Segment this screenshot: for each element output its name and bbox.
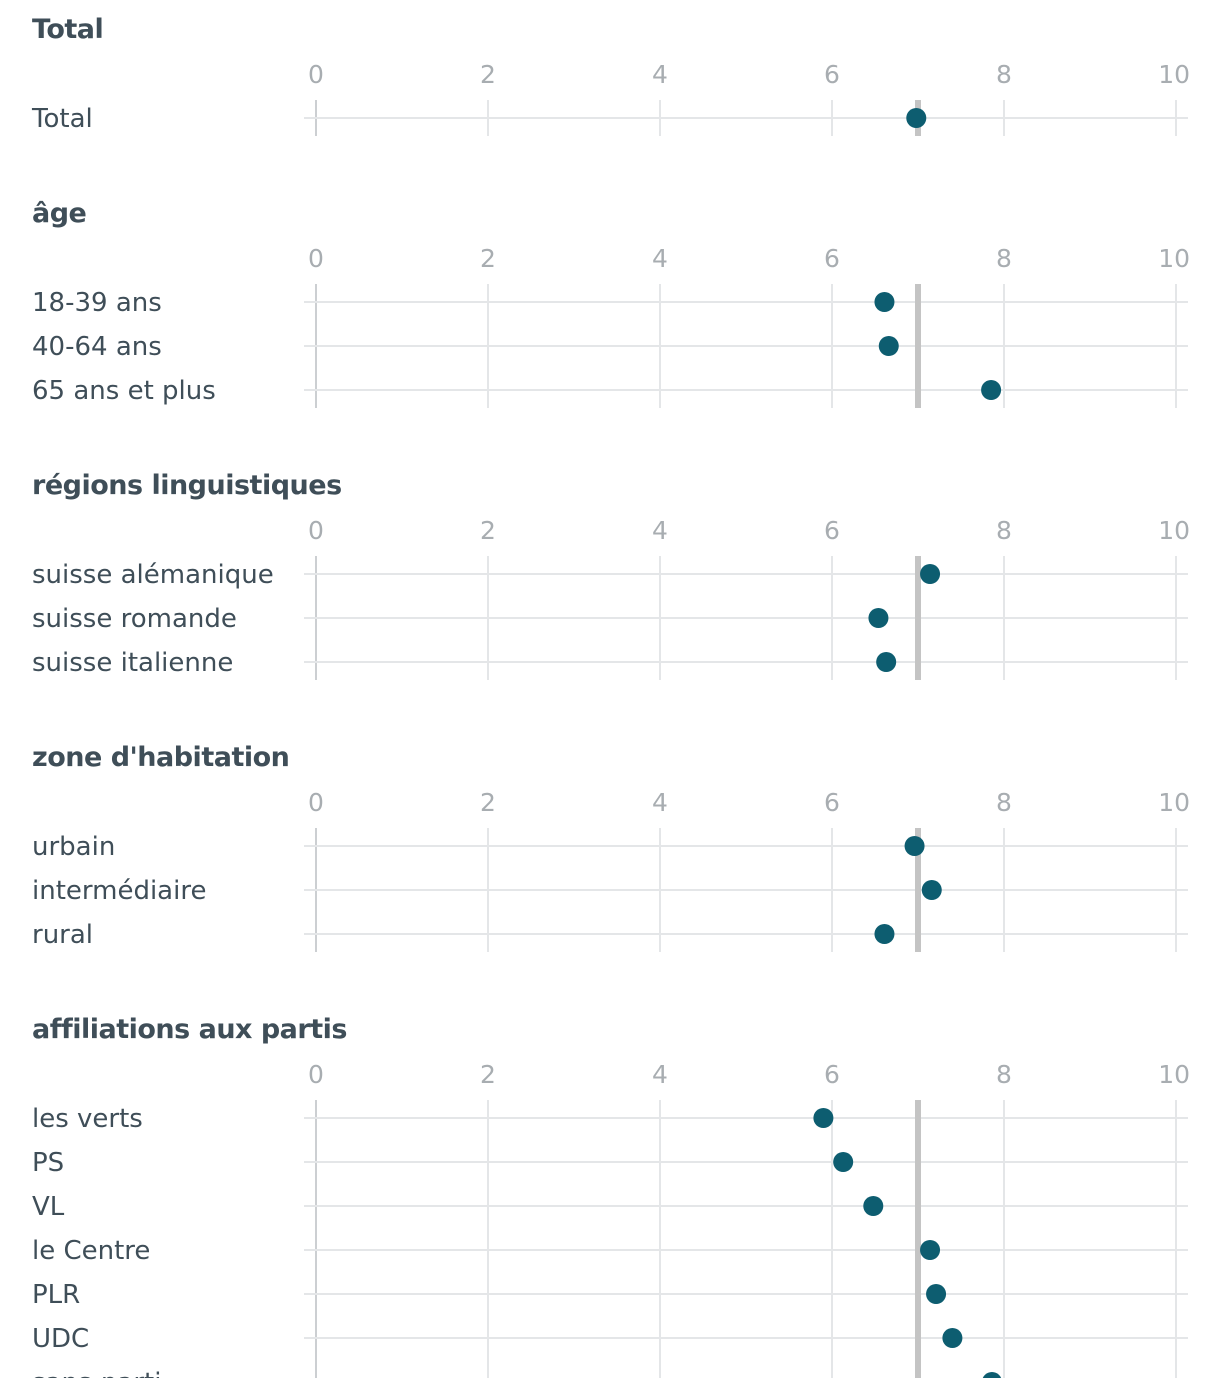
tick-label: 4: [652, 60, 668, 89]
data-point: [981, 380, 1002, 400]
tick-label: 4: [652, 1060, 668, 1089]
row-label: urbain: [32, 832, 115, 862]
data-point: [813, 1108, 834, 1128]
data-point: [874, 924, 895, 944]
panel-title: Total: [32, 14, 103, 45]
panel-3: zone d'habitation 0 2 4 6 8 10 urbain intermédia…: [32, 742, 1190, 952]
tick-label: 8: [996, 788, 1012, 817]
tick-label: 4: [652, 788, 668, 817]
row-label: suisse alémanique: [32, 560, 274, 590]
tick-label: 2: [480, 1060, 496, 1089]
row-label: UDC: [32, 1324, 89, 1354]
data-point: [926, 1284, 947, 1304]
tick-label: 6: [824, 516, 840, 545]
tick-label: 10: [1158, 788, 1190, 817]
row-label: 65 ans et plus: [32, 376, 216, 406]
data-point: [920, 564, 941, 584]
panel-title: zone d'habitation: [32, 742, 289, 773]
data-point: [982, 1372, 1002, 1378]
tick-label: 4: [652, 244, 668, 273]
tick-label: 2: [480, 60, 496, 89]
tick-label: 2: [480, 516, 496, 545]
tick-label: 10: [1158, 1060, 1190, 1089]
row-label: PLR: [32, 1280, 80, 1310]
tick-label: 10: [1158, 60, 1190, 89]
data-point: [920, 1240, 941, 1260]
tick-label: 6: [824, 60, 840, 89]
data-point: [904, 836, 925, 856]
row-label: 40-64 ans: [32, 332, 162, 362]
panel-1: âge 0 2 4 6 8 10 18-39 ans 40-64 ans 65 ans et pl…: [32, 198, 1190, 408]
tick-label: 4: [652, 516, 668, 545]
panel-0: Total 0 2 4 6 8 10 Total: [31, 14, 1190, 136]
data-point: [874, 292, 895, 312]
data-point: [906, 108, 927, 128]
tick-label: 0: [308, 244, 324, 273]
data-point: [833, 1152, 854, 1172]
tick-label: 10: [1158, 244, 1190, 273]
row-label: intermédiaire: [32, 876, 206, 906]
tick-label: 6: [824, 244, 840, 273]
row-label: PS: [32, 1148, 64, 1178]
tick-label: 0: [308, 516, 324, 545]
tick-label: 0: [308, 60, 324, 89]
tick-label: 6: [824, 788, 840, 817]
tick-label: 8: [996, 1060, 1012, 1089]
panel-title: régions linguistiques: [32, 470, 342, 501]
panel-2: régions linguistiques 0 2 4 6 8 10 suisse aléma…: [32, 470, 1190, 680]
tick-label: 8: [996, 244, 1012, 273]
panel-title: affiliations aux partis: [32, 1014, 347, 1045]
data-point: [868, 608, 889, 628]
row-label: sans-parti: [32, 1368, 161, 1378]
tick-label: 0: [308, 788, 324, 817]
data-point: [942, 1328, 963, 1348]
row-label: suisse italienne: [32, 648, 233, 678]
row-label: Total: [31, 104, 93, 134]
row-label: le Centre: [32, 1236, 150, 1266]
data-point: [878, 336, 899, 356]
data-point: [876, 652, 897, 672]
tick-label: 2: [480, 244, 496, 273]
row-label: suisse romande: [32, 604, 237, 634]
data-point: [921, 880, 942, 900]
row-label: les verts: [32, 1104, 143, 1134]
panel-4: affiliations aux partis 0 2 4 6 8 10 les verts P…: [32, 1014, 1190, 1378]
tick-label: 0: [308, 1060, 324, 1089]
tick-label: 8: [996, 60, 1012, 89]
row-label: rural: [32, 920, 93, 950]
row-label: VL: [32, 1192, 65, 1222]
row-label: 18-39 ans: [32, 288, 162, 318]
tick-label: 2: [480, 788, 496, 817]
panel-title: âge: [32, 198, 86, 229]
tick-label: 10: [1158, 516, 1190, 545]
tick-label: 8: [996, 516, 1012, 545]
data-point: [863, 1196, 884, 1216]
tick-label: 6: [824, 1060, 840, 1089]
